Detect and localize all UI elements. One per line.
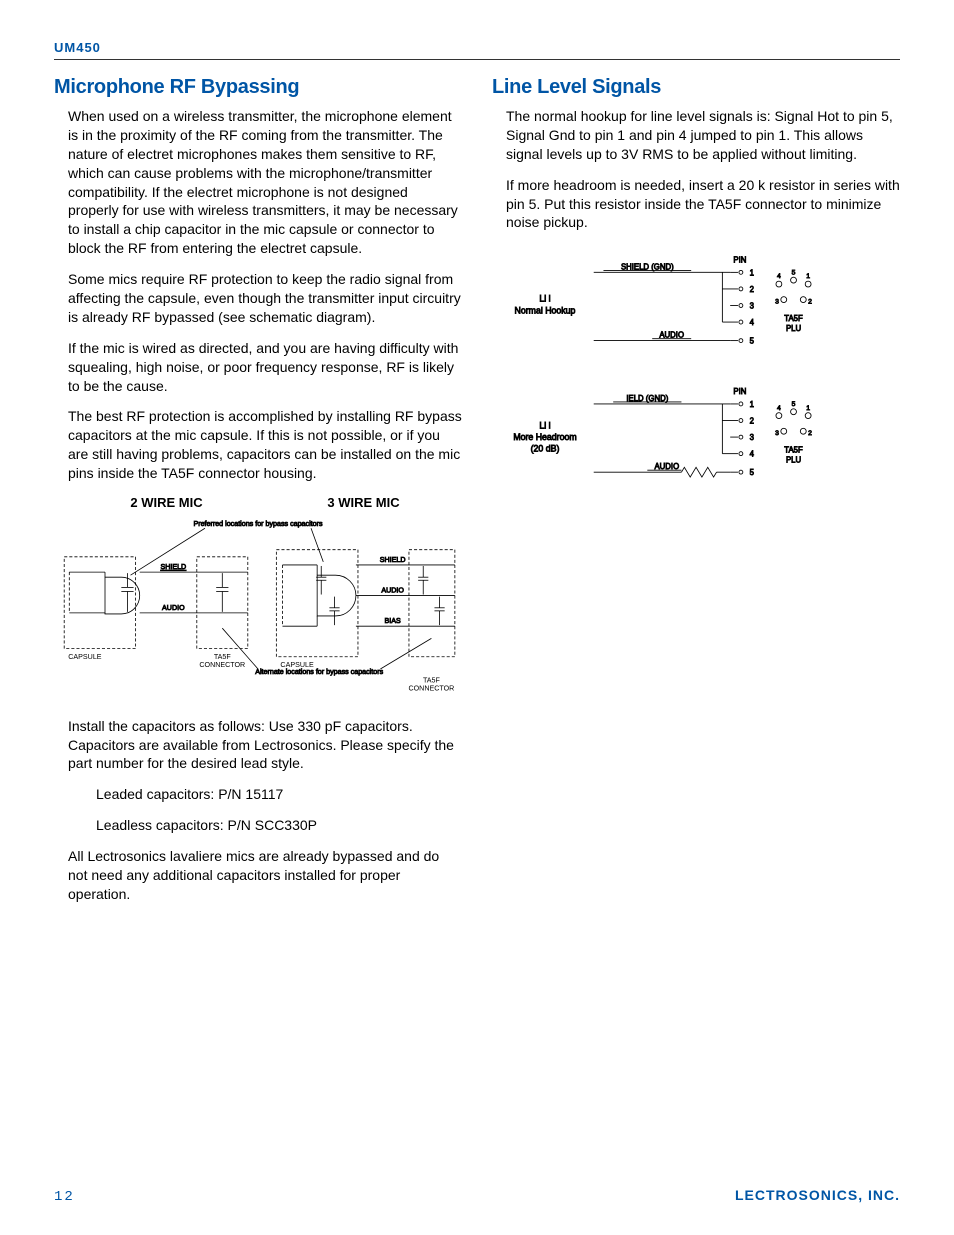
label-connector-l2: CONNECTOR: [199, 661, 245, 669]
plug-pin: 1: [806, 405, 810, 412]
d2-label-20db: (20 dB): [531, 444, 560, 454]
paragraph: All Lectrosonics lavaliere mics are alre…: [54, 847, 462, 904]
two-column-layout: Microphone RF Bypassing When used on a w…: [54, 76, 900, 916]
paragraph-indent: Leadless capacitors: P/N SCC330P: [54, 816, 462, 835]
plug-pin: 3: [775, 430, 779, 437]
pin-num: 5: [750, 337, 754, 346]
caption-top: Preferred locations for bypass capacitor…: [193, 520, 323, 528]
d1-pin-label: PIN: [733, 256, 746, 265]
paragraph: The normal hookup for line level signals…: [492, 107, 900, 164]
label-audio-r: AUDIO: [381, 587, 404, 595]
paragraph-indent: Leaded capacitors: P/N 15117: [54, 785, 462, 804]
right-column: Line Level Signals The normal hookup for…: [492, 76, 900, 916]
plug-pin: 3: [775, 299, 779, 306]
pin-num: 3: [750, 302, 754, 311]
left-column: Microphone RF Bypassing When used on a w…: [54, 76, 462, 916]
plug-label1: TA5F: [784, 446, 803, 455]
plug-pin: 1: [806, 274, 810, 281]
d1-label-li: Li l: [539, 294, 550, 304]
plug-pin: 2: [808, 299, 812, 306]
diagram-title-3wire: 3 WIRE MIC: [327, 495, 399, 510]
diagram-title-2wire: 2 WIRE MIC: [130, 495, 202, 510]
plug-pin: 4: [777, 274, 781, 281]
label-shield-r: SHIELD: [380, 556, 406, 564]
pin-num: 3: [750, 433, 754, 442]
diagram-titles-row: 2 WIRE MIC 3 WIRE MIC: [54, 495, 462, 510]
label-bias: BIAS: [385, 617, 401, 625]
label-capsule-r: CAPSULE: [280, 661, 314, 669]
paragraph: If more headroom is needed, insert a 20 …: [492, 176, 900, 233]
pin-num: 2: [750, 285, 754, 294]
paragraph: The best RF protection is accomplished b…: [54, 407, 462, 483]
pin-num: 1: [750, 400, 754, 409]
header-model: UM450: [54, 40, 900, 55]
plug-pin: 4: [777, 405, 781, 412]
pin-num: 4: [750, 318, 755, 327]
d1-label-normal: Normal Hookup: [515, 306, 576, 316]
line-level-diagram: Li l Normal Hookup SHIELD (GND) AUDIO PI…: [506, 248, 857, 501]
paragraph: If the mic is wired as directed, and you…: [54, 339, 462, 396]
footer-brand: LECTROSONICS, INC.: [735, 1187, 900, 1203]
section-title-rf-bypassing: Microphone RF Bypassing: [54, 76, 462, 99]
plug-label2: PLU: [786, 324, 802, 333]
plug-pin: 5: [792, 401, 796, 408]
plug-pin: 2: [808, 430, 812, 437]
plug-label1: TA5F: [784, 314, 803, 323]
paragraph: Some mics require RF protection to keep …: [54, 270, 462, 327]
pin-num: 1: [750, 269, 754, 278]
pin-num: 4: [750, 450, 755, 459]
paragraph: Install the capacitors as follows: Use 3…: [54, 717, 462, 774]
plug-pin: 5: [792, 270, 796, 277]
label-connector-l: TA5F: [214, 653, 232, 661]
plug-label2: PLU: [786, 456, 802, 465]
d2-label-headroom: More Headroom: [513, 432, 576, 442]
section-title-line-level: Line Level Signals: [492, 76, 900, 99]
label-capsule-l: CAPSULE: [68, 653, 102, 661]
label-audio: AUDIO: [162, 604, 185, 612]
footer: 12 LECTROSONICS, INC.: [54, 1187, 900, 1205]
label-connector-r2: CONNECTOR: [408, 684, 454, 692]
mic-bypass-diagram: Preferred locations for bypass capacitor…: [54, 516, 462, 700]
header-rule: [54, 59, 900, 60]
d2-pin-label: PIN: [733, 388, 746, 397]
d2-label-li: Li l: [539, 421, 550, 431]
label-connector-r: TA5F: [423, 676, 441, 684]
page-number: 12: [54, 1189, 75, 1205]
pin-num: 5: [750, 468, 754, 477]
caption-bottom: Alternate locations for bypass capacitor…: [255, 668, 383, 676]
label-shield: SHIELD: [160, 563, 186, 571]
paragraph: When used on a wireless transmitter, the…: [54, 107, 462, 258]
pin-num: 2: [750, 417, 754, 426]
